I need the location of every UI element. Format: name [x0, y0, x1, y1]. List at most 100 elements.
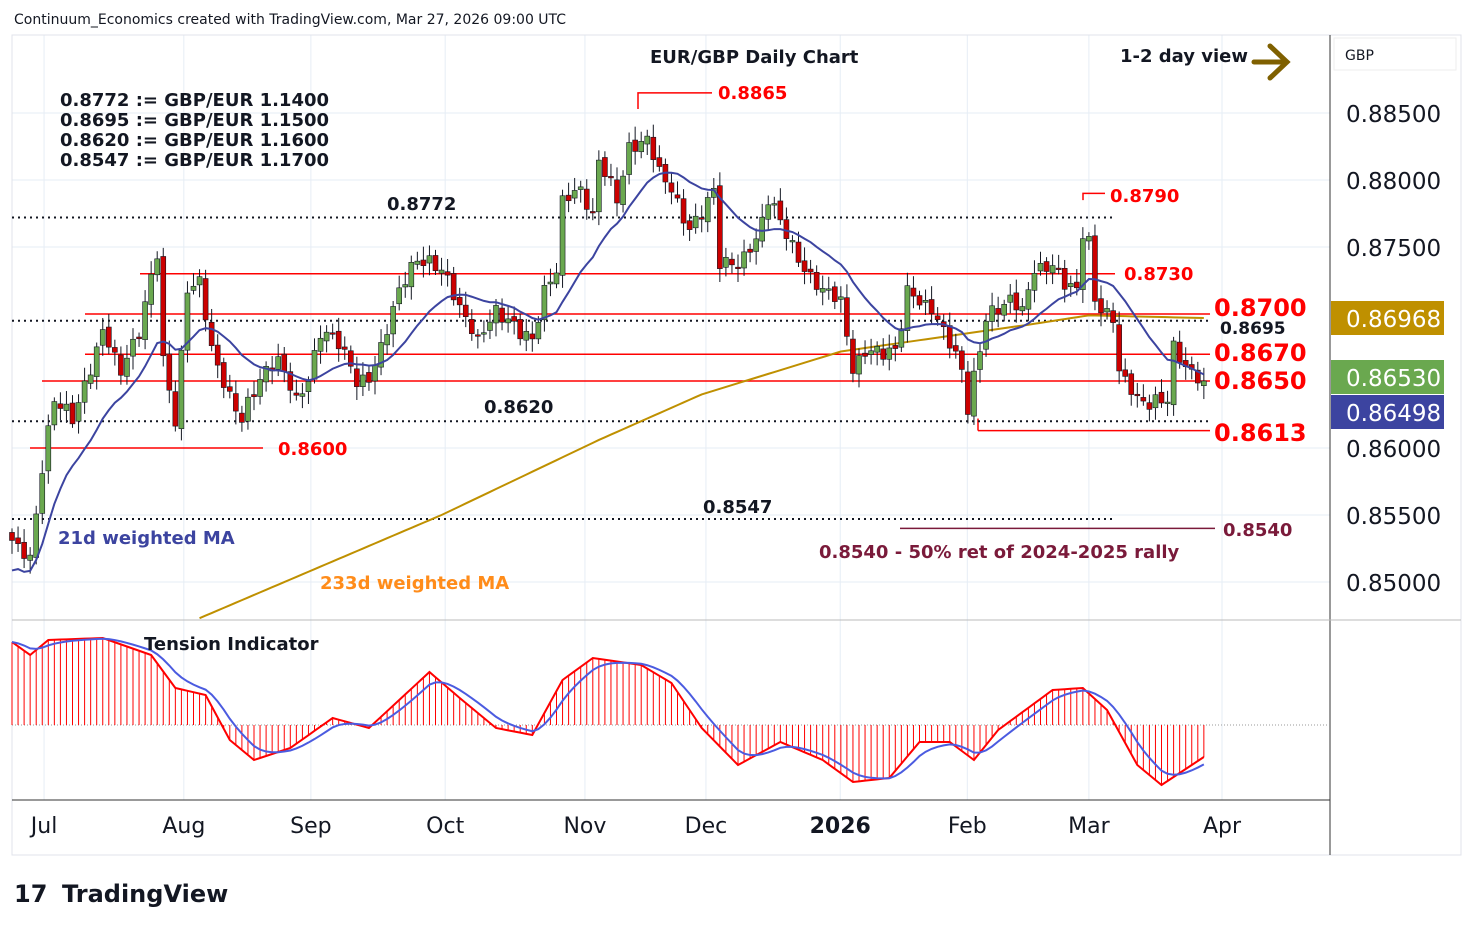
candle-body	[1164, 401, 1171, 404]
candle-body	[1067, 283, 1074, 288]
badge-ma233-value: 0.86968	[1346, 307, 1441, 333]
candle-body	[106, 326, 112, 348]
candle-body	[977, 351, 983, 370]
price-tick: 0.85000	[1346, 571, 1441, 597]
candle-body	[1001, 304, 1008, 316]
badge-last-price	[1331, 360, 1444, 394]
candle-body	[81, 380, 88, 403]
candle-body	[886, 347, 893, 360]
candle-body	[1055, 267, 1062, 270]
candle-body	[166, 353, 173, 391]
candle-body	[63, 403, 70, 411]
candle-body	[1201, 380, 1207, 386]
level-label-0.8670: 0.8670	[1214, 339, 1307, 367]
candle-body	[57, 403, 64, 409]
conversion-item: 0.8695 := GBP/EUR 1.1500	[60, 110, 329, 131]
candle-body	[426, 255, 433, 264]
candle-body	[408, 262, 415, 288]
candle-body	[553, 272, 560, 285]
ma-21-line	[11, 171, 1205, 573]
candle-body	[475, 334, 481, 337]
candle-body	[136, 336, 142, 340]
candle-body	[27, 554, 33, 561]
candle-body	[184, 292, 191, 351]
tension-indicator	[11, 636, 1330, 787]
candle-body	[329, 332, 336, 335]
candle-body	[856, 355, 862, 375]
level-label-0.8650: 0.8650	[1214, 367, 1307, 395]
indicator-signal-line	[11, 637, 1205, 780]
candle-body	[172, 391, 179, 427]
candle-body	[69, 402, 76, 425]
retracement-label: 0.8540	[1223, 520, 1292, 541]
candle-body	[638, 141, 645, 153]
candle-body	[898, 328, 905, 348]
candle-body	[650, 136, 657, 160]
candle-body	[1007, 294, 1014, 303]
currency-box[interactable]	[1333, 37, 1457, 71]
candle-body	[880, 348, 887, 360]
candle-body	[420, 259, 427, 266]
candle-body	[959, 350, 965, 370]
tv-logo-mark: 17	[14, 880, 47, 908]
candle-body	[620, 175, 626, 205]
candle-body	[1122, 369, 1128, 377]
candle-body	[1098, 298, 1104, 314]
candle-body	[190, 285, 197, 291]
candle-body	[717, 185, 723, 269]
time-tick: 2026	[810, 814, 871, 839]
price-tick: 0.85500	[1346, 504, 1441, 530]
level-label-0.8772: 0.8772	[387, 194, 456, 215]
candle-body	[747, 248, 753, 253]
candle-body	[1176, 341, 1183, 363]
candle-body	[1195, 369, 1201, 384]
tradingview-logo[interactable]: 17 TradingView	[14, 880, 228, 908]
indicator-legend: Tension Indicator	[144, 634, 319, 655]
candle-body	[838, 296, 844, 300]
candle-body	[214, 344, 221, 366]
candle-body	[559, 195, 566, 276]
candle-body	[632, 139, 638, 152]
candle-body	[626, 142, 632, 175]
candle-body	[723, 257, 729, 268]
currency-label: GBP	[1345, 48, 1374, 64]
candle-body	[51, 401, 58, 426]
candle-body	[372, 364, 378, 382]
candle-body	[87, 374, 94, 384]
level-label-0.8620: 0.8620	[484, 397, 553, 418]
candles	[9, 124, 1207, 574]
grid	[12, 35, 1330, 800]
candle-body	[511, 316, 517, 322]
candle-body	[577, 186, 584, 190]
candle-body	[305, 381, 312, 392]
ma-233-line	[199, 314, 1204, 620]
candle-body	[21, 541, 27, 559]
time-axis[interactable]: Jul Aug Sep Oct Nov Dec 2026 Feb Mar Apr	[29, 814, 1242, 839]
candle-body	[142, 301, 148, 340]
candle-body	[789, 240, 796, 243]
candle-body	[596, 159, 602, 213]
price-axis[interactable]: 0.88500 0.88000 0.87500 0.86000 0.85500 0.850…	[1346, 102, 1441, 597]
ma21-path	[11, 171, 1205, 573]
ma233-path	[199, 314, 1204, 620]
candle-body	[9, 532, 15, 541]
candle-body	[396, 287, 403, 305]
candle-body	[227, 386, 233, 392]
badge-ma233	[1331, 301, 1444, 335]
candle-body	[1080, 238, 1086, 290]
candle-body	[493, 305, 499, 324]
candle-body	[462, 304, 469, 317]
candle-body	[765, 204, 772, 220]
conversion-item: 0.8547 := GBP/EUR 1.1700	[60, 150, 329, 171]
level-label-0.8547: 0.8547	[703, 497, 772, 518]
candle-body	[801, 260, 808, 272]
candle-body	[698, 217, 705, 220]
candle-body	[1092, 235, 1098, 302]
arrow-right-icon	[1251, 43, 1291, 81]
candle-body	[402, 284, 409, 288]
candle-body	[989, 305, 995, 322]
candle-body	[704, 197, 711, 223]
candle-body	[1104, 308, 1110, 313]
candle-body	[118, 354, 124, 376]
